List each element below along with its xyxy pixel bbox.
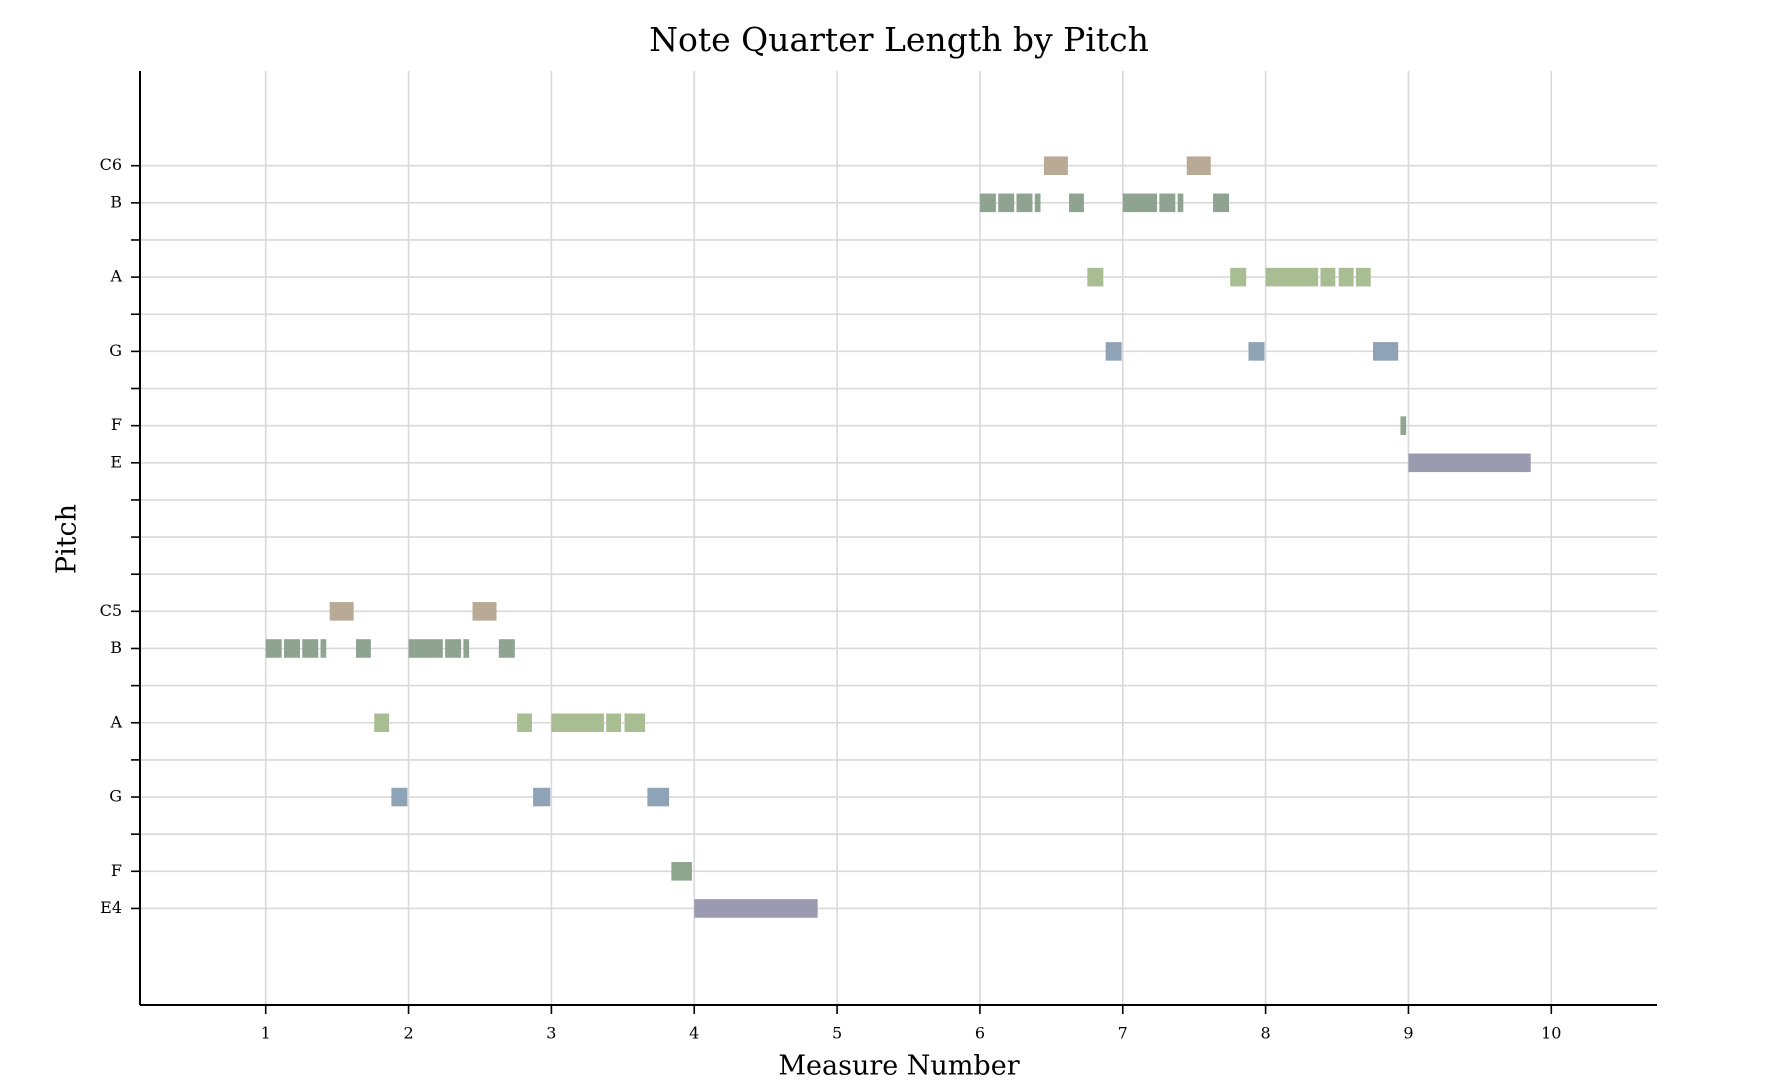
note-bar [606, 713, 622, 733]
x-tick-label: 1 [261, 1024, 271, 1043]
y-tick-label: G [109, 787, 122, 806]
x-axis-label: Measure Number [778, 1051, 1019, 1082]
note-bar [1373, 342, 1399, 361]
note-bar [355, 639, 371, 658]
y-tick-label: F [111, 861, 122, 880]
note-bar [374, 713, 390, 733]
y-tick-label: E4 [100, 898, 122, 917]
note-bar [445, 639, 462, 658]
note-bar [998, 193, 1015, 213]
note-bar [1122, 193, 1158, 213]
y-tick-label: E [110, 452, 122, 471]
note-bar [265, 639, 282, 658]
note-bar [533, 787, 551, 807]
note-bar [329, 602, 354, 621]
note-bar [1043, 156, 1068, 175]
note-bar [391, 787, 408, 807]
x-tick-label: 10 [1541, 1024, 1561, 1043]
note-bar [647, 787, 670, 807]
note-bar [1177, 193, 1184, 213]
x-tick-label: 7 [1118, 1024, 1128, 1043]
note-bar [1320, 267, 1336, 287]
x-tick-label: 8 [1261, 1024, 1271, 1043]
y-tick-label: B [110, 192, 122, 211]
note-bar [1213, 193, 1230, 213]
y-tick-label: A [109, 267, 122, 286]
note-bar [1355, 267, 1371, 287]
note-bar [671, 862, 692, 881]
x-tick-label: 9 [1403, 1024, 1413, 1043]
note-bar [624, 713, 646, 733]
note-bar [1159, 193, 1176, 213]
note-bar [1186, 156, 1211, 175]
note-bar [408, 639, 443, 658]
chart-title: Note Quarter Length by Pitch [649, 20, 1149, 59]
note-bar [1248, 342, 1265, 361]
note-bar [979, 193, 996, 213]
note-bar [517, 713, 532, 733]
note-bar [1338, 267, 1354, 287]
y-tick-label: B [110, 638, 122, 657]
note-bar [1400, 416, 1407, 435]
x-tick-label: 6 [975, 1024, 985, 1043]
note-bar [498, 639, 515, 658]
note-bar [463, 639, 470, 658]
note-bar [302, 639, 319, 658]
note-bar [1105, 342, 1122, 361]
y-tick-label: C5 [100, 601, 122, 620]
note-bar [1265, 267, 1319, 287]
note-bar [1034, 193, 1041, 213]
y-tick-label: C6 [100, 155, 122, 174]
x-tick-label: 3 [546, 1024, 556, 1043]
note-bar [320, 639, 327, 658]
y-tick-label: F [111, 415, 122, 434]
y-tick-label: A [109, 712, 122, 731]
note-bar [472, 602, 497, 621]
note-bar [1087, 267, 1104, 287]
note-bar [1016, 193, 1033, 213]
x-tick-label: 5 [832, 1024, 842, 1043]
y-tick-label: G [109, 341, 122, 360]
note-bar [1069, 193, 1084, 213]
note-bar [551, 713, 604, 733]
x-tick-label: 2 [403, 1024, 413, 1043]
note-bar [694, 899, 818, 918]
note-bar [283, 639, 300, 658]
x-tick-label: 4 [689, 1024, 699, 1043]
note-bar [1230, 267, 1247, 287]
note-bar [1408, 453, 1531, 473]
y-axis-label: Pitch [52, 504, 83, 574]
